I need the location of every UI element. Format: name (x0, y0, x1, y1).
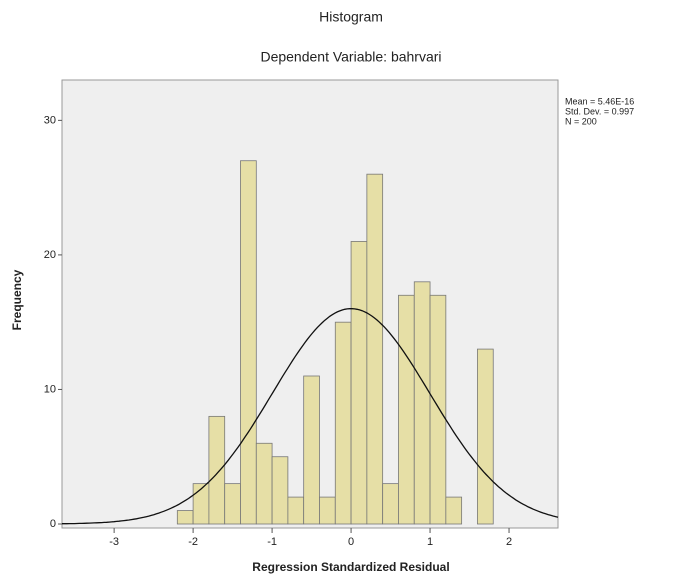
y-tick-label: 20 (44, 249, 56, 261)
x-tick-label: 1 (427, 536, 433, 548)
chart-title: Histogram (319, 9, 383, 25)
stat-label: Std. Dev. = 0.997 (565, 106, 634, 116)
x-tick-label: -2 (188, 536, 198, 548)
x-tick-label: 0 (348, 536, 354, 548)
bar (255, 442, 273, 525)
bar (445, 496, 463, 525)
bar (477, 348, 494, 525)
bar (176, 510, 194, 525)
normal-curve (62, 308, 559, 525)
bar (319, 496, 336, 525)
stat-label: N = 200 (565, 116, 597, 126)
bar (208, 415, 226, 525)
bar (429, 294, 447, 525)
x-tick-label: -3 (109, 536, 119, 548)
y-tick-label: 10 (44, 383, 56, 395)
bar (240, 160, 257, 525)
bar (382, 483, 399, 525)
bar (271, 456, 289, 525)
bar (350, 241, 368, 525)
bar (398, 294, 415, 525)
y-axis-label: Frequency (10, 269, 24, 330)
y-tick-label: 30 (44, 114, 56, 126)
x-axis-label: Regression Standardized Residual (252, 560, 449, 574)
stat-label: Mean = 5.46E-16 (565, 96, 634, 106)
bar (287, 496, 305, 525)
bar (366, 173, 384, 525)
bar (224, 483, 241, 525)
x-tick-label: 2 (506, 536, 512, 548)
bar (413, 281, 431, 525)
chart-subtitle: Dependent Variable: bahrvari (260, 49, 441, 65)
y-tick-label: 0 (50, 518, 56, 530)
x-tick-label: -1 (267, 536, 277, 548)
bar (303, 375, 320, 525)
bar (334, 321, 352, 525)
